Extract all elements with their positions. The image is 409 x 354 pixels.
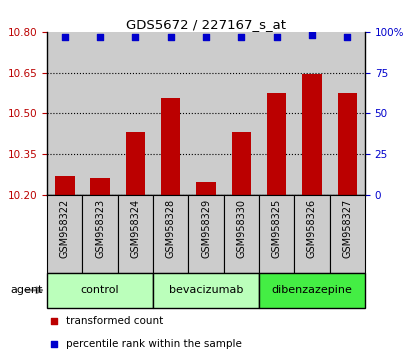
Text: GSM958322: GSM958322 (60, 199, 70, 258)
Bar (294, 195, 329, 273)
Text: dibenzazepine: dibenzazepine (271, 285, 351, 295)
Bar (47, 195, 82, 273)
Point (167, 34, 173, 40)
Point (97, 34, 103, 40)
Bar (223, 32, 258, 195)
Point (61, 34, 68, 40)
Text: transformed count: transformed count (66, 316, 163, 326)
Bar (153, 32, 188, 195)
Bar (223, 195, 258, 273)
Text: GSM958329: GSM958329 (200, 199, 211, 258)
Bar (266, 93, 285, 195)
Bar (188, 195, 223, 273)
Text: GSM958324: GSM958324 (130, 199, 140, 258)
Bar (188, 32, 223, 195)
Text: percentile rank within the sample: percentile rank within the sample (66, 339, 241, 349)
Text: agent: agent (11, 285, 43, 295)
Bar (117, 195, 153, 273)
Bar (258, 195, 294, 273)
Point (343, 34, 350, 40)
Bar (126, 132, 145, 195)
Bar (258, 273, 364, 308)
Text: GSM958327: GSM958327 (342, 199, 351, 258)
Point (260, 268, 266, 274)
Point (308, 32, 315, 38)
Point (132, 34, 138, 40)
Bar (329, 195, 364, 273)
Bar (82, 195, 117, 273)
Bar (47, 273, 153, 308)
Text: GSM958326: GSM958326 (306, 199, 316, 258)
Text: control: control (81, 285, 119, 295)
Bar (294, 32, 329, 195)
Bar (117, 32, 153, 195)
Text: GSM958323: GSM958323 (95, 199, 105, 258)
Bar (153, 195, 188, 273)
Point (273, 34, 279, 40)
Bar (55, 176, 74, 195)
Text: GSM958330: GSM958330 (236, 199, 246, 258)
Text: GSM958328: GSM958328 (165, 199, 175, 258)
Bar (301, 74, 321, 195)
Point (202, 34, 209, 40)
Point (238, 34, 244, 40)
Text: bevacizumab: bevacizumab (169, 285, 243, 295)
Bar (153, 273, 258, 308)
Text: GSM958325: GSM958325 (271, 199, 281, 258)
Bar (196, 182, 215, 195)
Bar (337, 93, 356, 195)
Title: GDS5672 / 227167_s_at: GDS5672 / 227167_s_at (126, 18, 285, 31)
Point (260, 56, 266, 62)
Bar (231, 132, 250, 195)
Bar (90, 178, 110, 195)
Bar (329, 32, 364, 195)
Bar (161, 98, 180, 195)
Bar (47, 32, 82, 195)
Bar (258, 32, 294, 195)
Bar (82, 32, 117, 195)
